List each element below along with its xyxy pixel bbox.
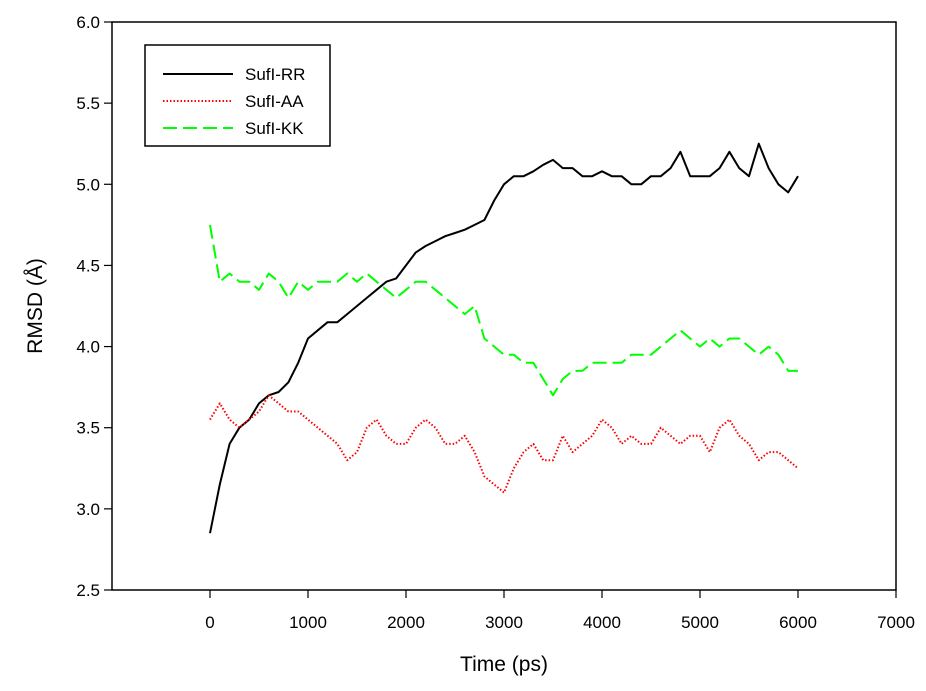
x-axis-label: Time (ps) — [460, 653, 548, 676]
x-tick-label: 2000 — [387, 613, 425, 632]
x-tick-label: 1000 — [289, 613, 327, 632]
legend: SufI-RR SufI-AA SufI-KK — [144, 44, 331, 147]
y-tick-label: 6.0 — [76, 13, 100, 32]
legend-label-sufi-kk: SufI-KK — [245, 119, 304, 138]
x-tick-label: 0 — [205, 613, 214, 632]
x-tick-label: 5000 — [681, 613, 719, 632]
y-tick-label: 3.0 — [76, 500, 100, 519]
x-tick-label: 4000 — [583, 613, 621, 632]
x-tick-label: 3000 — [485, 613, 523, 632]
y-tick-label: 3.5 — [76, 419, 100, 438]
y-tick-label: 5.5 — [76, 94, 100, 113]
legend-label-sufi-aa: SufI-AA — [245, 92, 304, 111]
y-axis-label: RMSD (Å) — [24, 258, 47, 354]
y-tick-label: 4.5 — [76, 256, 100, 275]
y-tick-label: 2.5 — [76, 581, 100, 600]
series-line-sufi-kk — [209, 224, 798, 397]
y-tick-label: 5.0 — [76, 175, 100, 194]
legend-box — [144, 44, 331, 147]
legend-label-sufi-rr: SufI-RR — [245, 65, 305, 84]
series-line-sufi-aa — [209, 394, 799, 494]
x-tick-label: 6000 — [779, 613, 817, 632]
y-tick-label: 4.0 — [76, 338, 100, 357]
x-tick-label: 7000 — [877, 613, 915, 632]
series-line-sufi-rr — [209, 142, 799, 534]
